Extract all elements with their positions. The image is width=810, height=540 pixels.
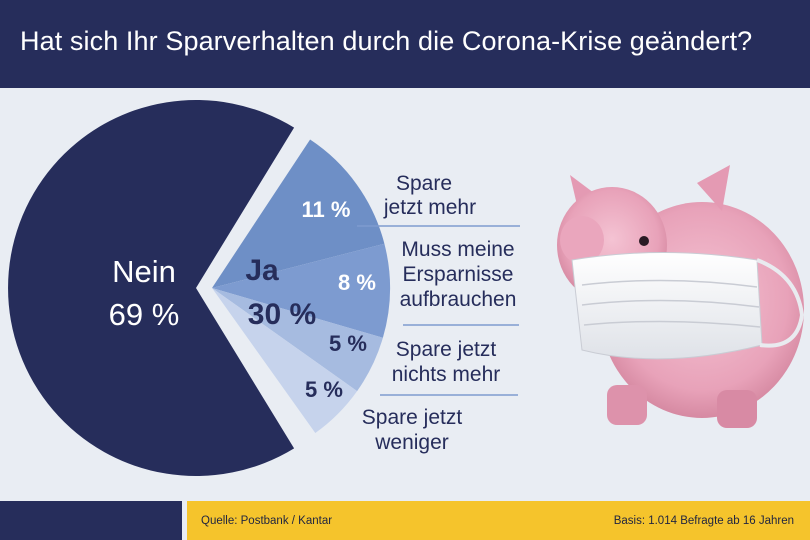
value-ja: 30 % — [248, 298, 316, 331]
slice-value-3: 5 % — [305, 377, 343, 402]
slice-label-2-line-1: nichts mehr — [392, 363, 501, 386]
slice-value-0: 11 % — [302, 197, 351, 222]
label-nein: Nein — [112, 254, 176, 289]
label-ja: Ja — [245, 254, 279, 287]
page-title: Hat sich Ihr Sparverhalten durch die Cor… — [20, 26, 753, 56]
slice-label-0-line-0: Spare — [396, 172, 452, 195]
footer-accent — [0, 501, 182, 540]
pie-slice-ja-3 — [212, 288, 358, 433]
pie-slice-ja-1 — [212, 243, 391, 338]
pie-slice-ja-0 — [212, 139, 385, 288]
pie-slice-ja-2 — [212, 288, 383, 392]
value-nein: 69 % — [109, 297, 180, 332]
slice-label-0-line-1: jetzt mehr — [383, 196, 476, 219]
slice-label-1-line-1: Ersparnisse — [403, 263, 514, 286]
header-bar: Hat sich Ihr Sparverhalten durch die Cor… — [0, 0, 810, 88]
footer-bar: Quelle: Postbank / Kantar Basis: 1.014 B… — [187, 501, 810, 540]
slice-label-1-line-0: Muss meine — [401, 238, 514, 261]
slice-value-2: 5 % — [329, 331, 367, 356]
pie-slice-nein — [8, 99, 295, 476]
source-text: Quelle: Postbank / Kantar — [201, 515, 333, 527]
slice-label-1-line-2: aufbrauchen — [400, 288, 517, 311]
slice-label-2-line-0: Spare jetzt — [396, 338, 497, 361]
slice-label-3-line-0: Spare jetzt — [362, 406, 463, 429]
piggy-bank-image — [557, 165, 805, 428]
slice-value-1: 8 % — [338, 270, 376, 295]
basis-text: Basis: 1.014 Befragte ab 16 Jahren — [613, 515, 794, 527]
slice-label-3-line-1: weniger — [374, 431, 449, 454]
